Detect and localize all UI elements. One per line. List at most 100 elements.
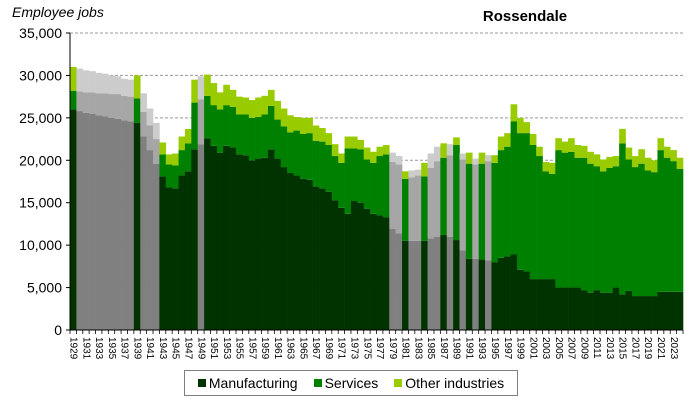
bar-segment-other-industries — [293, 117, 301, 131]
bar-segment-other-industries — [363, 147, 371, 160]
bar-segment-other-industries — [453, 137, 460, 146]
bar-segment-services — [440, 157, 448, 235]
bar-segment-services — [312, 140, 320, 187]
x-tick-label: 1971 — [336, 337, 347, 360]
bar-segment-other-industries — [676, 157, 684, 169]
bar-segment-services — [153, 139, 160, 164]
bar-segment-manufacturing — [619, 294, 626, 330]
bar-segment-other-industries — [599, 159, 607, 172]
legend-item-manufacturing: Manufacturing — [197, 375, 298, 391]
bar-segment-services — [414, 175, 422, 241]
bar-segment-manufacturing — [261, 157, 269, 330]
bar-segment-other-industries — [536, 146, 543, 157]
x-tick-label: 1981 — [400, 337, 411, 360]
bar-segment-manufacturing — [223, 145, 230, 330]
bar-segment-manufacturing — [612, 287, 620, 330]
bar-segment-other-industries — [274, 100, 282, 120]
bar-segment-other-industries — [95, 72, 103, 94]
bar-segment-manufacturing — [204, 138, 211, 330]
bar-segment-services — [242, 114, 250, 156]
x-tick-label: 2001 — [527, 337, 538, 360]
bar-segment-other-industries — [459, 153, 467, 160]
bar-segment-manufacturing — [197, 144, 205, 330]
bar-segment-manufacturing — [287, 173, 294, 330]
bar-segment-manufacturing — [370, 213, 377, 330]
bar-segment-services — [465, 163, 473, 259]
x-tick-label: 1995 — [489, 337, 500, 360]
bar-segment-manufacturing — [70, 109, 77, 330]
bar-segment-services — [529, 145, 537, 280]
bar-segment-services — [319, 141, 326, 189]
bar-segment-manufacturing — [504, 256, 511, 330]
x-tick-label: 1989 — [451, 337, 462, 360]
bar-segment-services — [459, 159, 467, 251]
bar-segment-other-industries — [561, 141, 569, 153]
bar-segment-other-industries — [529, 133, 537, 146]
bar-segment-manufacturing — [178, 175, 186, 330]
x-tick-label: 2005 — [553, 337, 564, 360]
legend-label: Services — [324, 375, 379, 391]
bar-segment-other-industries — [510, 104, 518, 122]
bar-segment-other-industries — [216, 92, 224, 110]
bar-segment-other-industries — [395, 156, 403, 165]
bar-segment-other-industries — [223, 84, 230, 106]
bar-segment-manufacturing — [395, 233, 403, 330]
bar-segment-services — [344, 148, 352, 214]
bar-segment-manufacturing — [312, 186, 320, 330]
bar-segment-manufacturing — [465, 258, 473, 330]
y-tick-label: 35,000 — [19, 25, 62, 41]
x-tick-label: 1973 — [349, 337, 360, 360]
bar-segment-other-industries — [306, 117, 313, 134]
bar-segment-manufacturing — [146, 150, 154, 330]
bar-segment-services — [331, 156, 339, 201]
bar-segment-other-industries — [165, 154, 173, 165]
bar-segment-manufacturing — [497, 257, 505, 330]
bar-segment-other-industries — [402, 171, 409, 179]
bar-segment-services — [210, 105, 218, 146]
bar-segment-manufacturing — [299, 178, 307, 330]
bar-segment-services — [523, 133, 531, 272]
bar-segment-services — [408, 177, 416, 241]
bar-segment-manufacturing — [389, 229, 396, 330]
bar-segment-manufacturing — [350, 201, 358, 330]
bar-segment-other-industries — [108, 75, 115, 95]
bar-segment-services — [497, 150, 505, 258]
other-industries-swatch-icon — [394, 379, 403, 387]
x-tick-label: 2007 — [566, 337, 577, 360]
bar-segment-manufacturing — [82, 112, 90, 330]
x-tick-label: 1999 — [515, 337, 526, 360]
bar-segment-other-industries — [242, 97, 250, 115]
bar-segment-other-industries — [555, 138, 562, 151]
bar-segment-other-industries — [408, 170, 416, 178]
bar-segment-other-industries — [229, 89, 237, 107]
bar-segment-manufacturing — [568, 287, 575, 330]
bar-segment-services — [516, 133, 524, 270]
bar-segment-other-industries — [127, 79, 135, 97]
x-tick-label: 1961 — [272, 337, 283, 360]
bar-segment-other-industries — [421, 162, 428, 177]
bar-segment-services — [299, 133, 307, 179]
bar-segment-manufacturing — [548, 279, 556, 330]
bar-segment-services — [95, 93, 103, 116]
bar-segment-manufacturing — [344, 213, 352, 330]
bar-segment-other-industries — [370, 151, 377, 163]
bar-segment-services — [325, 145, 333, 192]
bar-segment-services — [542, 171, 550, 280]
bar-segment-services — [127, 96, 135, 122]
bar-segment-manufacturing — [216, 152, 224, 330]
x-tick-label: 2021 — [655, 337, 666, 360]
bar-segment-manufacturing — [331, 200, 339, 330]
bar-segment-services — [172, 165, 179, 189]
bar-segment-other-industries — [325, 133, 333, 146]
bar-segment-manufacturing — [523, 271, 531, 330]
bar-segment-manufacturing — [280, 167, 288, 330]
bar-segment-services — [504, 146, 511, 257]
x-tick-label: 1957 — [246, 337, 257, 360]
bar-segment-services — [587, 163, 594, 293]
bar-segment-other-industries — [153, 122, 160, 140]
bar-segment-manufacturing — [165, 187, 173, 330]
bar-segment-other-industries — [267, 89, 275, 106]
x-tick-label: 1935 — [106, 337, 117, 360]
x-tick-label: 1963 — [285, 337, 296, 360]
bar-segment-other-industries — [101, 73, 109, 94]
